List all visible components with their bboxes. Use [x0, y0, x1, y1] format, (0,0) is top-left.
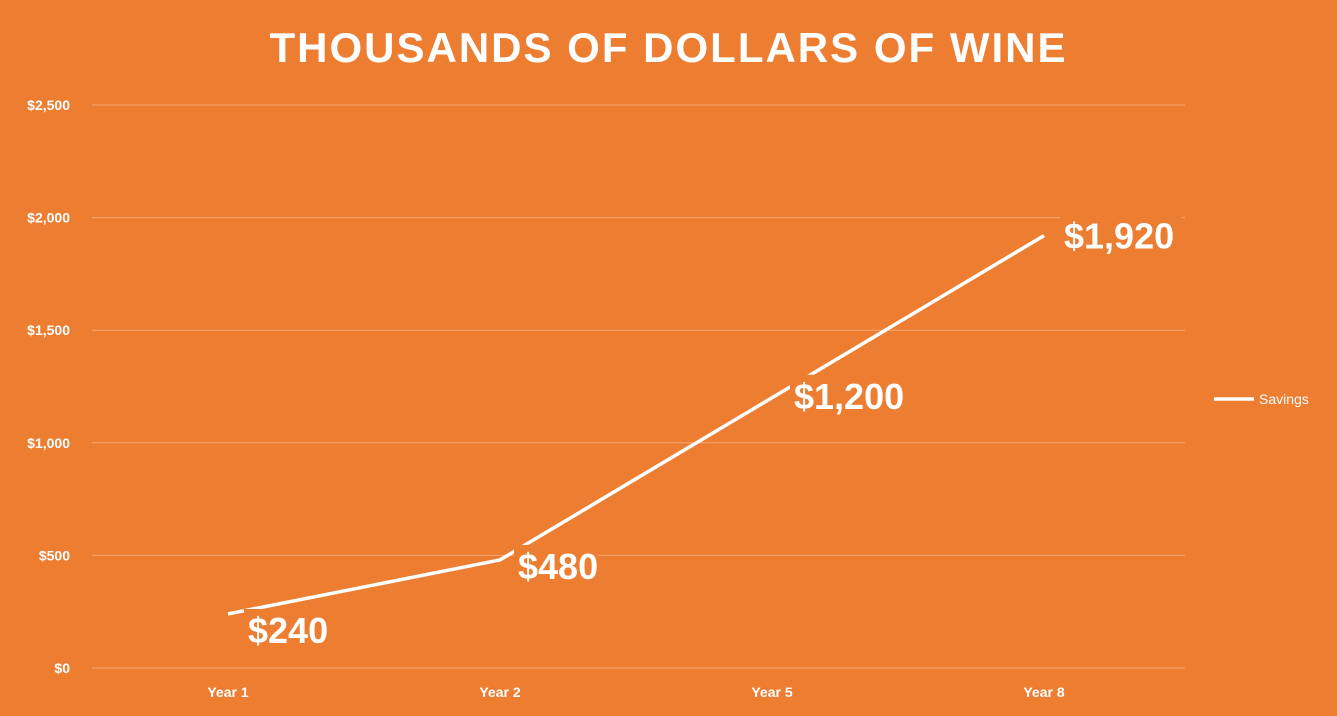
y-tick-label: $500: [39, 547, 70, 563]
data-label-background: [790, 374, 912, 419]
data-label-background: [514, 544, 598, 589]
data-label-background: [244, 608, 328, 653]
data-label-background: [1060, 214, 1182, 259]
series-line-savings: [227, 234, 1045, 616]
legend-label-savings: Savings: [1259, 391, 1309, 407]
y-tick-label: $2,500: [27, 97, 70, 113]
x-tick-label: Year 8: [1023, 684, 1064, 700]
data-label: $240: [248, 610, 328, 651]
x-tick-label: Year 5: [751, 684, 792, 700]
y-tick-label: $1,500: [27, 322, 70, 338]
y-tick-label: $1,000: [27, 435, 70, 451]
y-tick-label: $2,000: [27, 210, 70, 226]
data-label: $480: [518, 546, 598, 587]
data-label: $1,200: [794, 376, 904, 417]
data-label: $1,920: [1064, 216, 1174, 257]
y-tick-label: $0: [54, 660, 70, 676]
chart-title: THOUSANDS OF DOLLARS OF WINE: [269, 24, 1068, 71]
x-tick-label: Year 1: [207, 684, 248, 700]
x-tick-label: Year 2: [479, 684, 520, 700]
